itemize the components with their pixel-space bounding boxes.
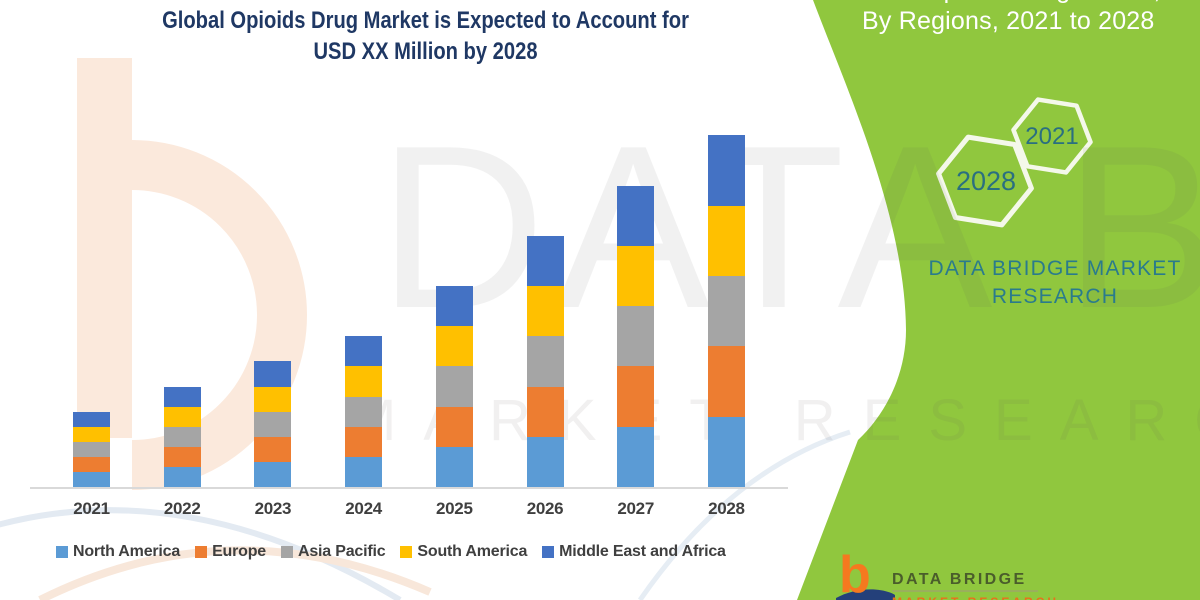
databridge-logo-glyph: b [839,546,871,600]
databridge-logo-underline [892,590,1038,592]
bar-segment [163,386,201,407]
logo-swoosh [836,589,895,600]
bar-segment [617,306,655,367]
legend-swatch [280,546,293,558]
watermark-sub-text: MARKET RESEARCH [348,388,1200,453]
bar-segment [617,245,655,307]
bar-segment [526,386,564,437]
panel-title-line1: Global Opioids Drug Market, [845,0,1200,5]
brand-line1: DATA BRIDGE MARKET [928,257,1182,280]
legend-item: North America [56,543,180,561]
bar-segment [345,366,383,397]
bar-segment [73,456,110,472]
hexagon-2028-label: 2028 [955,166,1017,196]
bar-segment [345,396,383,427]
bar-segment [163,446,201,467]
bar-segment [163,426,201,447]
legend-swatch [542,546,555,558]
bar-segment [73,471,110,487]
bar-segment [254,461,292,487]
x-axis-label: 2028 [708,499,745,518]
bar-segment [707,135,745,206]
watermark-big-text: DATA BRIDGE [378,98,1200,357]
bar-segment [254,361,292,387]
x-axis-label: 2027 [617,499,654,518]
hexagon-2021-outline [1011,97,1093,175]
x-axis-label: 2022 [163,499,201,518]
bar-segment [526,286,564,337]
legend-label: Middle East and Africa [559,543,726,560]
bar-segment [526,235,564,286]
x-axis-label: 2026 [526,499,564,518]
bar-segment [73,441,110,457]
bar-segment [345,456,383,487]
bar-segment [707,416,745,487]
bar-segment [435,446,473,487]
chart-legend: North America Europe Asia Pacific South Ame… [56,543,726,561]
chart-title-line1: Global Opioids Drug Market is Expected t… [162,7,689,34]
bar-segment [254,386,292,412]
bar-segment [73,411,110,427]
legend-label: Europe [212,543,266,560]
legend-item: Asia Pacific [280,543,386,561]
bar-segment [163,406,201,427]
stacked-bar-chart: 2021 2022 2023 2024 2025 2026 2027 2028 [73,135,745,518]
legend-swatch [195,546,208,558]
bar-segment [707,205,745,276]
bar-segment [163,466,201,487]
legend-swatch [400,546,413,558]
bar-segment [707,275,745,347]
bar-segment [345,336,383,367]
databridge-logo-subtitle: MARKET RESEARCH [892,595,1059,600]
panel-subtitle: By Regions, 2021 to 2028 [862,7,1155,35]
legend-label: Asia Pacific [297,543,386,560]
databridge-logo-title: DATA BRIDGE [892,571,1027,588]
legend-item: South America [400,543,527,561]
bar-segment [435,326,473,367]
hexagon-2021-label: 2021 [1025,123,1079,150]
swoosh-watermark [0,429,851,600]
peach-logo-watermark [77,58,307,490]
x-axis-line [30,487,788,489]
x-axis-label: 2021 [73,499,110,518]
bar-segment [254,411,292,437]
bar-segment [526,336,564,387]
bar-segment [254,436,292,462]
green-panel-shape [797,0,1200,600]
legend-label: North America [73,543,181,560]
legend-item: Europe [195,543,266,561]
bar-segment [707,346,745,417]
chart-title: Global Opioids Drug Market is Expected t… [117,5,734,67]
legend-label: South America [417,543,528,560]
brand-text-block: DATA BRIDGE MARKET RESEARCH [900,255,1200,311]
bar-segment [435,286,473,327]
x-axis-label: 2025 [435,499,473,518]
hexagon-2028-outline [936,134,1034,228]
x-axis-label: 2023 [254,499,292,518]
bar-segment [345,426,383,457]
legend-item: Middle East and Africa [542,543,726,561]
bar-segment [526,436,564,487]
legend-swatch [56,546,68,558]
bar-segment [435,406,473,447]
bar-segment [617,426,655,487]
panel-title-clipped: Global Opioids Drug Market, [845,0,1200,9]
chart-title-line2: USD XX Million by 2028 [313,38,538,65]
bar-segment [617,366,655,427]
bar-segment [617,185,655,246]
bar-segment [73,426,110,442]
brand-line2: RESEARCH [991,285,1119,308]
bar-segment [435,366,473,407]
x-axis-label: 2024 [345,499,382,518]
